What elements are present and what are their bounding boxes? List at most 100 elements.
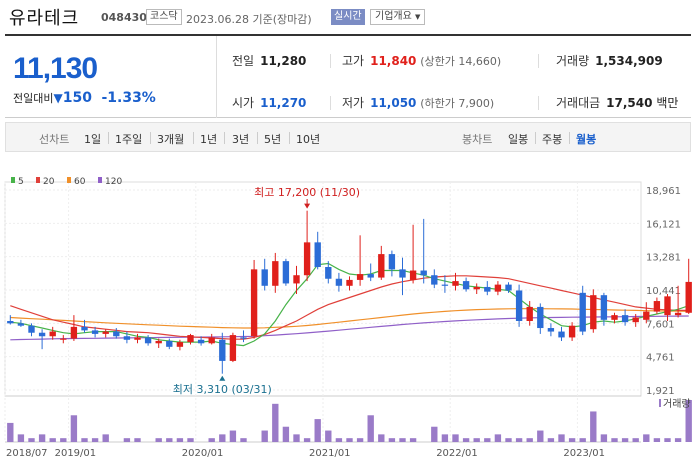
realtime-button[interactable]: 실시간 bbox=[331, 9, 365, 25]
change-label: 전일대비 bbox=[13, 92, 54, 105]
volume-bar bbox=[303, 438, 311, 442]
tab-1d[interactable]: 1일 bbox=[84, 133, 102, 146]
low-label: 저가 bbox=[342, 96, 365, 110]
volume-bar bbox=[176, 438, 184, 442]
price-change: 전일대비▼150 -1.33% bbox=[13, 90, 156, 106]
volume-bar bbox=[494, 434, 502, 442]
prev-value: 11,280 bbox=[260, 54, 307, 68]
tab-monthly[interactable]: 월봉 bbox=[576, 133, 597, 146]
price-chart: 18,961 16,121 13,281 10,441 7,601 4,761 1,921 2… bbox=[4, 177, 692, 459]
candle-body bbox=[590, 295, 597, 330]
volume-bar bbox=[621, 438, 629, 442]
volume-bar bbox=[568, 438, 576, 442]
company-info-dropdown[interactable]: 기업개요 ▼ bbox=[370, 9, 426, 25]
volume-bar bbox=[229, 430, 237, 442]
chevron-down-icon: ▼ bbox=[415, 13, 421, 21]
volume-bar bbox=[91, 438, 99, 442]
open-label: 시가 bbox=[232, 96, 255, 110]
volume-bar bbox=[452, 434, 459, 442]
tab-daily[interactable]: 일봉 bbox=[508, 133, 529, 146]
y-tick-label: 7,601 bbox=[646, 319, 675, 330]
tab-weekly[interactable]: 주봉 bbox=[542, 133, 563, 146]
candle-body bbox=[473, 286, 480, 290]
volume-value: 1,534,909 bbox=[595, 54, 663, 68]
volume-bar bbox=[579, 438, 586, 442]
volume-bar bbox=[123, 438, 131, 442]
volume-bar bbox=[685, 400, 692, 442]
volume-bar bbox=[208, 438, 215, 442]
tab-1y[interactable]: 1년 bbox=[200, 133, 218, 146]
candle-body bbox=[600, 295, 608, 320]
low-annotation: 최저 3,310 (03/31) bbox=[173, 383, 272, 396]
x-tick-label: 2021/01 bbox=[309, 448, 351, 459]
volume-bar bbox=[590, 411, 597, 442]
ma60-line bbox=[10, 308, 689, 329]
candle-body bbox=[674, 312, 682, 316]
candle-body bbox=[462, 281, 470, 290]
candle-body bbox=[335, 278, 343, 286]
legend-swatch bbox=[98, 177, 102, 183]
candle-body bbox=[420, 270, 427, 276]
y-tick-label: 4,761 bbox=[646, 353, 675, 364]
market-badge: 코스닥 bbox=[146, 9, 182, 25]
x-tick-label: 2023/01 bbox=[563, 448, 605, 459]
volume-bar bbox=[240, 438, 247, 442]
candle-body bbox=[526, 306, 533, 321]
candle-body bbox=[505, 284, 512, 291]
candle-body bbox=[240, 337, 247, 339]
candle-body bbox=[187, 335, 194, 343]
legend-swatch bbox=[36, 177, 40, 183]
candle-body bbox=[653, 301, 661, 312]
candle-body bbox=[579, 292, 586, 332]
volume-bar bbox=[378, 434, 385, 442]
tab-3y[interactable]: 3년 bbox=[232, 133, 250, 146]
divider bbox=[538, 54, 539, 68]
divider bbox=[108, 132, 109, 144]
volume-bar bbox=[399, 438, 406, 442]
candle-body bbox=[134, 337, 141, 340]
candle-body bbox=[272, 261, 279, 286]
volume-bar bbox=[367, 415, 374, 442]
candle-body bbox=[293, 275, 300, 284]
divider bbox=[535, 132, 536, 144]
tab-10y[interactable]: 10년 bbox=[296, 133, 321, 146]
change-value: 150 bbox=[62, 90, 92, 106]
candle-body bbox=[81, 326, 88, 331]
candle-body bbox=[452, 281, 459, 286]
candle-body bbox=[367, 274, 374, 278]
volume-bar bbox=[187, 438, 194, 442]
y-tick-label: 10,441 bbox=[646, 286, 681, 297]
tab-5y[interactable]: 5년 bbox=[264, 133, 282, 146]
volume-bar bbox=[409, 438, 417, 442]
volume-bar bbox=[70, 415, 78, 442]
candle-body bbox=[197, 339, 205, 344]
volume-bar bbox=[166, 438, 173, 442]
volume: 거래량 1,534,909 bbox=[556, 52, 663, 69]
volume-bar bbox=[547, 438, 555, 442]
volume-bar bbox=[674, 438, 682, 442]
volume-bar bbox=[388, 438, 396, 442]
y-tick-label: 18,961 bbox=[646, 186, 681, 197]
volume-bar bbox=[653, 438, 661, 442]
legend-label: 20 bbox=[43, 177, 55, 187]
volume-bar bbox=[49, 438, 56, 442]
candle-body bbox=[49, 331, 56, 337]
tab-1w[interactable]: 1주일 bbox=[115, 133, 143, 146]
low-price: 저가 11,050 (하한가 7,900) bbox=[342, 94, 494, 111]
candle-body bbox=[282, 261, 290, 284]
candle-body bbox=[621, 315, 629, 323]
high-arrow-head bbox=[304, 203, 311, 209]
candle-body bbox=[123, 336, 131, 340]
volume-bar bbox=[335, 438, 343, 442]
open-value: 11,270 bbox=[260, 96, 307, 110]
amount-label: 거래대금 bbox=[556, 96, 601, 110]
candle-body bbox=[144, 337, 152, 344]
high-price: 고가 11,840 (상한가 14,660) bbox=[342, 52, 501, 69]
volume-bar bbox=[441, 434, 449, 442]
divider bbox=[289, 132, 290, 144]
candle-body bbox=[314, 242, 321, 268]
candle-body bbox=[685, 281, 692, 313]
tab-3m[interactable]: 3개월 bbox=[157, 133, 185, 146]
volume-bar bbox=[346, 438, 353, 442]
open-price: 시가 11,270 bbox=[232, 94, 306, 111]
